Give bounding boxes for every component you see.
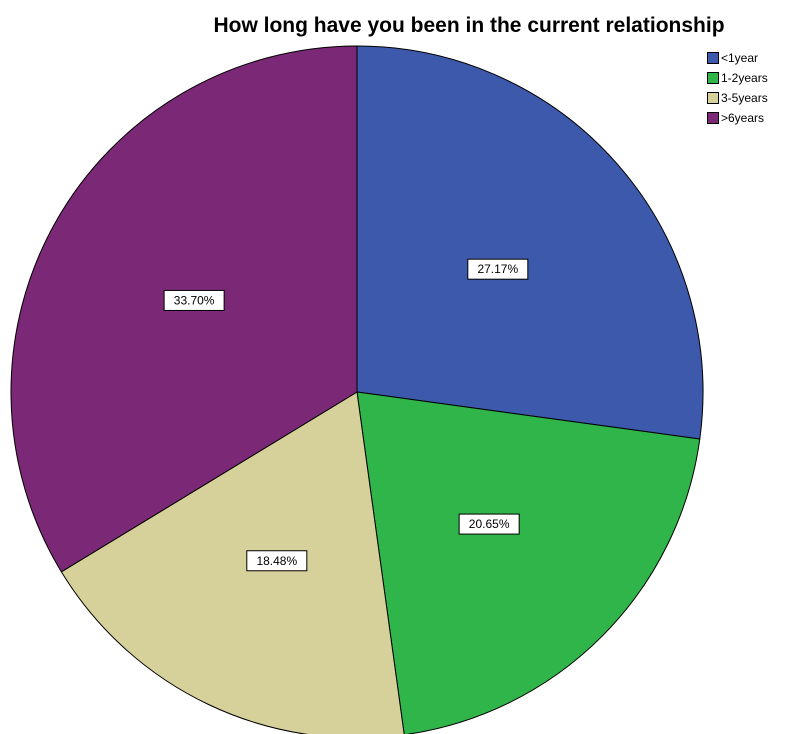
legend-item: 3-5years — [707, 88, 768, 108]
data-label: 20.65% — [458, 513, 520, 535]
legend-swatch — [707, 112, 719, 124]
pie-slices — [10, 45, 704, 734]
data-label-text: 20.65% — [469, 517, 510, 531]
legend-swatch — [707, 92, 719, 104]
data-label: 18.48% — [246, 550, 308, 572]
data-label: 27.17% — [467, 258, 529, 280]
legend-label: <1year — [721, 51, 759, 65]
legend-item: >6years — [707, 108, 768, 128]
data-label-box — [163, 289, 225, 311]
legend-swatch — [707, 52, 719, 64]
data-label-box — [467, 258, 529, 280]
data-label-text: 18.48% — [256, 554, 297, 568]
data-label-box — [246, 550, 308, 572]
data-label-text: 33.70% — [174, 293, 215, 307]
data-label-box — [458, 513, 520, 535]
pie-data-labels: 27.17% 20.65% 18.48% 33.70% — [163, 258, 529, 572]
data-label-text: 27.17% — [477, 262, 518, 276]
data-label: 33.70% — [163, 289, 225, 311]
chart-legend: <1year 1-2years 3-5years >6years — [707, 48, 768, 128]
legend-label: >6years — [721, 111, 765, 125]
legend-item: <1year — [707, 48, 768, 68]
legend-label: 1-2years — [721, 71, 768, 85]
legend-label: 3-5years — [721, 91, 768, 105]
legend-item: 1-2years — [707, 68, 768, 88]
pie-slice — [356, 45, 704, 440]
pie-slice — [356, 391, 701, 734]
pie-slice — [60, 391, 405, 734]
legend-swatch — [707, 72, 719, 84]
chart-title: How long have you been in the current re… — [213, 14, 725, 37]
